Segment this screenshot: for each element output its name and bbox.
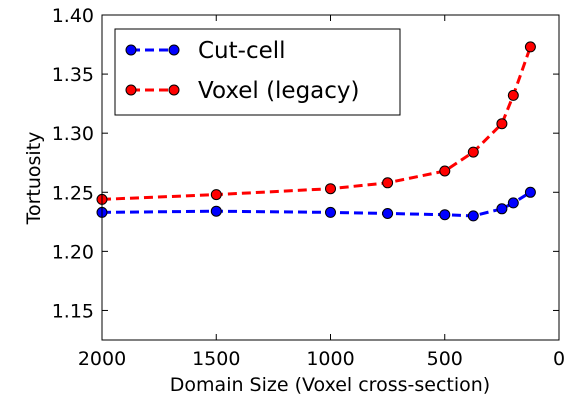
series-1-point	[507, 89, 519, 101]
y-axis-label: Tortuosity	[23, 132, 45, 226]
x-tick-label: 2000	[78, 348, 126, 370]
series-1-point	[382, 177, 394, 189]
y-tick-label: 1.15	[52, 300, 94, 322]
series-1-point	[524, 41, 536, 53]
x-tick-label: 1500	[192, 348, 240, 370]
series-1-point	[325, 183, 336, 195]
series-0-point	[467, 210, 479, 222]
series-1-point	[439, 165, 451, 177]
x-tick-label: 1000	[306, 348, 354, 370]
x-tick-label: 0	[553, 348, 565, 370]
series-0-point	[382, 208, 394, 219]
y-tick-label: 1.40	[52, 5, 94, 27]
legend-marker-1	[168, 84, 180, 96]
plot-marks	[96, 41, 536, 222]
legend-marker-0	[168, 44, 180, 56]
y-tick-label: 1.30	[52, 123, 94, 145]
legend-marker-1	[125, 84, 137, 96]
y-tick-label: 1.35	[52, 64, 94, 86]
legend-label-1: Voxel (legacy)	[198, 78, 360, 104]
y-tick-label: 1.20	[52, 241, 94, 263]
x-tick-label: 500	[427, 348, 463, 370]
series-0-point	[496, 203, 508, 215]
series-1-point	[467, 146, 479, 158]
legend: Cut-cell Voxel (legacy)	[114, 28, 401, 116]
series-0-point	[325, 206, 336, 218]
y-tick-label: 1.25	[52, 182, 94, 204]
legend-frame	[114, 28, 401, 116]
series-1-point	[210, 189, 222, 201]
axis-ticks: 2000 1500 1000 500 0 1.15 1.20 1.25 1.30 1.35 1.40	[52, 5, 565, 370]
x-axis-label: Domain Size (Voxel cross-section)	[170, 374, 490, 396]
series-0-point	[439, 209, 451, 221]
series-0-point	[210, 205, 222, 217]
legend-label-0: Cut-cell	[198, 38, 286, 64]
series-1-point	[496, 118, 508, 130]
series-0-point	[524, 186, 536, 198]
legend-marker-0	[125, 44, 137, 56]
series-0-point	[507, 197, 519, 209]
